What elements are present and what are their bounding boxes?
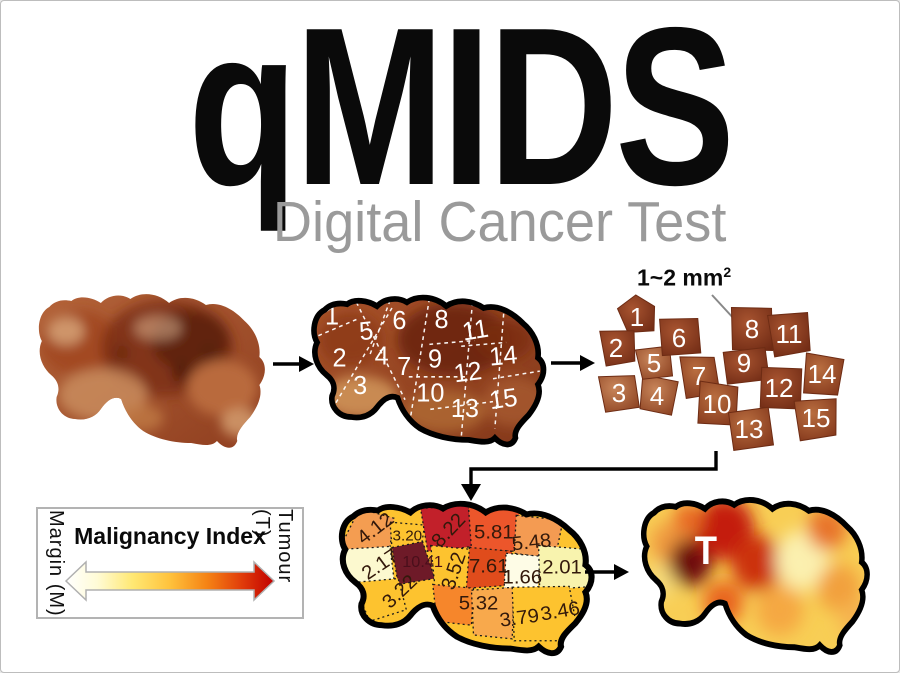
malignancy-value: 10.41	[402, 554, 443, 571]
legend-tumour-label: Tumour (T)	[251, 509, 296, 584]
title-block: qMIDS	[1, 0, 899, 232]
specimen-pieces: 1 2 3 4 5 6 7 8 9 10 11 12 13 14 15	[597, 294, 845, 451]
piece-number: 11	[776, 319, 803, 349]
value-cell	[467, 504, 521, 552]
piece-number: 14	[808, 359, 837, 389]
section-number: 14	[488, 341, 518, 372]
specimen-grid-map: 1 2 3 4 5 6 7 8 9 10 11 12 13 14 15	[304, 287, 566, 459]
heat-blobs	[644, 499, 868, 640]
section-number: 8	[435, 306, 449, 334]
flow-connector-down	[461, 451, 718, 501]
section-number: 10	[416, 379, 444, 407]
specimen-photo	[38, 294, 265, 448]
piece-number: 1	[630, 302, 644, 332]
piece-number: 9	[737, 348, 751, 378]
section-number: 11	[460, 314, 490, 346]
tissue-pieces-group	[597, 294, 845, 451]
piece-number: 3	[612, 378, 626, 408]
piece-size-text: 1~2 mm	[637, 264, 724, 291]
section-grid-lines	[314, 298, 540, 439]
tissue-piece	[793, 398, 837, 442]
malignancy-heatmap: T	[634, 489, 889, 667]
piece-number: 5	[647, 348, 661, 378]
flow-arrow-1	[273, 356, 314, 372]
legend-title: Malignancy Index	[74, 523, 266, 549]
piece-numbers: 1 2 3 4 5 6 7 8 9 10 11 12 13 14 15	[609, 302, 837, 444]
section-numbers: 1 2 3 4 5 6 7 8 9 10 11 12 13 14 15	[325, 302, 519, 423]
flow-arrow-2	[551, 355, 595, 371]
tissue-piece	[659, 318, 702, 357]
section-number: 7	[397, 353, 411, 381]
piece-number: 13	[735, 414, 764, 444]
piece-number: 6	[672, 323, 686, 353]
piece-number: 10	[703, 389, 732, 419]
tissue-piece	[616, 294, 656, 333]
malignancy-value: 3.79	[498, 605, 540, 632]
malignancy-value: 5.32	[459, 593, 499, 614]
malignancy-gradient-arrow	[64, 560, 276, 602]
section-number: 5	[358, 317, 375, 347]
legend-margin-label: Margin (M)	[45, 509, 67, 617]
flow-arrow-3	[585, 564, 629, 580]
piece-number: 15	[802, 403, 831, 433]
piece-number: 12	[765, 373, 794, 403]
app-subtitle: Digital Cancer Test	[273, 190, 727, 254]
value-cell	[470, 586, 515, 640]
tissue-piece	[766, 312, 811, 358]
malignancy-value: 5.81	[474, 522, 514, 543]
value-cells	[341, 503, 592, 642]
piece-number: 2	[609, 333, 623, 363]
tumour-marker: T	[695, 530, 717, 574]
malignancy-value: 5.48	[511, 530, 553, 555]
piece-size-superscript: 2	[723, 264, 732, 280]
value-cell	[465, 546, 513, 589]
section-number: 15	[488, 383, 520, 415]
tissue-piece	[730, 307, 774, 351]
tissue-piece	[639, 374, 679, 416]
value-cell	[503, 552, 542, 591]
subtitle-block: Digital Cancer Test	[1, 194, 899, 251]
malignancy-value: 1.66	[503, 567, 543, 588]
tissue-piece	[803, 352, 845, 396]
value-cell	[511, 585, 581, 642]
malignancy-value: 7.61	[469, 556, 509, 577]
section-number: 4	[375, 342, 389, 370]
malignancy-value: 2.01	[542, 557, 582, 578]
section-number: 6	[392, 307, 406, 335]
section-number: 13	[451, 395, 479, 423]
section-number: 12	[452, 357, 483, 389]
tissue-piece	[727, 406, 775, 451]
piece-size-label: 1~2 mm2	[637, 264, 731, 292]
section-number: 9	[428, 345, 442, 373]
app-title: qMIDS	[188, 0, 735, 232]
tissue-piece	[597, 375, 640, 413]
piece-number: 4	[650, 381, 664, 411]
value-cell	[537, 544, 592, 591]
value-cell	[352, 577, 408, 623]
section-number: 3	[353, 372, 367, 400]
tissue-piece	[599, 330, 636, 367]
piece-number: 7	[692, 361, 706, 391]
malignancy-value-map: 4.12 3.20 8.22 5.81 5.48 2.17 10.41 3.52…	[331, 493, 616, 668]
malignancy-value: 3.20	[393, 528, 423, 545]
section-number: 2	[333, 344, 347, 372]
piece-number: 8	[745, 314, 759, 344]
malignancy-index-legend: Margin (M) Tumour (T) Malignancy Index	[36, 507, 304, 619]
value-cell	[430, 544, 473, 591]
